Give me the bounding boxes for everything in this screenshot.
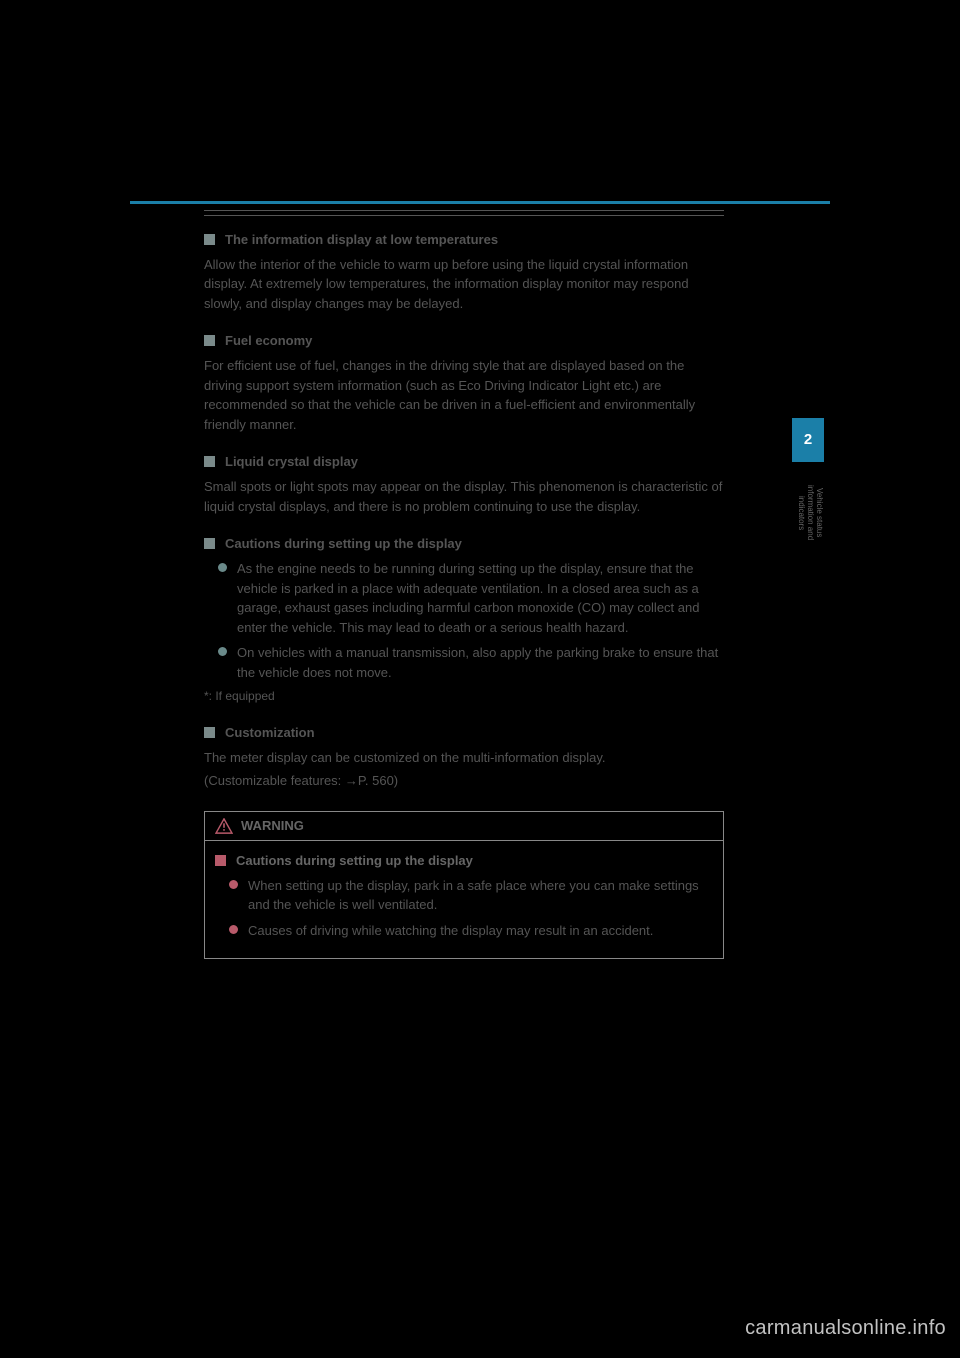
section-body: Small spots or light spots may appear on… <box>204 477 724 516</box>
bullet-item: On vehicles with a manual transmission, … <box>218 643 724 682</box>
warning-triangle-icon <box>215 818 233 834</box>
bullet-text: Causes of driving while watching the dis… <box>248 921 653 941</box>
section-cautions-setup: Cautions during setting up the display A… <box>204 536 724 705</box>
bullet-item: When setting up the display, park in a s… <box>229 876 713 915</box>
dot-bullet-icon <box>229 880 238 889</box>
header-rule <box>130 201 830 204</box>
section-lcd: Liquid crystal display Small spots or li… <box>204 454 724 516</box>
chapter-number: 2 <box>804 432 812 449</box>
dot-bullet-icon <box>218 647 227 656</box>
bullet-text: On vehicles with a manual transmission, … <box>237 643 724 682</box>
section-body: Allow the interior of the vehicle to war… <box>204 255 724 314</box>
chapter-tab: 2 <box>792 418 824 462</box>
section-heading: The information display at low temperatu… <box>225 232 498 249</box>
section-body: The meter display can be customized on t… <box>204 748 724 768</box>
section-heading: Liquid crystal display <box>225 454 358 471</box>
dot-bullet-icon <box>218 563 227 572</box>
bullet-item: Causes of driving while watching the dis… <box>229 921 713 941</box>
section-heading: Cautions during setting up the display <box>225 536 462 553</box>
section-low-temp: The information display at low temperatu… <box>204 232 724 313</box>
watermark: carmanualsonline.info <box>745 1317 946 1340</box>
bullet-text: When setting up the display, park in a s… <box>248 876 713 915</box>
section-body: For efficient use of fuel, changes in th… <box>204 356 724 434</box>
content-column: The information display at low temperatu… <box>204 232 724 959</box>
section-title: 2-1. Instrument cluster <box>699 180 828 195</box>
square-bullet-icon <box>204 335 215 346</box>
dot-bullet-icon <box>229 925 238 934</box>
square-bullet-icon <box>215 855 226 866</box>
section-heading: Fuel economy <box>225 333 312 350</box>
manual-page: 111 2-1. Instrument cluster The informat… <box>130 180 830 959</box>
square-bullet-icon <box>204 234 215 245</box>
square-bullet-icon <box>204 538 215 549</box>
bullet-text: As the engine needs to be running during… <box>237 559 724 637</box>
page-number: 111 <box>132 180 152 195</box>
section-heading: Customization <box>225 725 315 742</box>
square-bullet-icon <box>204 727 215 738</box>
section-customization: Customization The meter display can be c… <box>204 725 724 791</box>
bullet-item: As the engine needs to be running during… <box>218 559 724 637</box>
section-body-ref: (Customizable features: →P. 560) <box>204 771 724 791</box>
section-fuel-economy: Fuel economy For efficient use of fuel, … <box>204 333 724 434</box>
page-header: 111 2-1. Instrument cluster <box>130 180 830 195</box>
square-bullet-icon <box>204 456 215 467</box>
divider-double <box>204 210 724 216</box>
warning-header: WARNING <box>205 812 723 841</box>
footnote: *: If equipped <box>204 688 724 705</box>
warning-box: WARNING Cautions during setting up the d… <box>204 811 724 959</box>
warning-body: Cautions during setting up the display W… <box>205 841 723 958</box>
chapter-label: Vehicle status information and indicator… <box>792 468 824 558</box>
warning-title: WARNING <box>241 818 304 833</box>
warning-heading: Cautions during setting up the display <box>236 853 473 870</box>
